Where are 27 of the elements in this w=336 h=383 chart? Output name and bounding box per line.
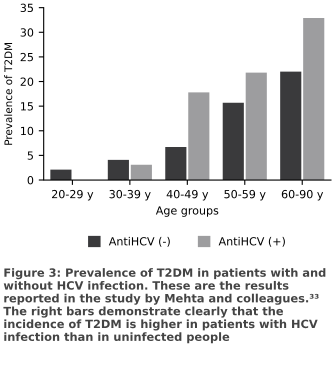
y-tick-label: 5 bbox=[28, 152, 33, 160]
bar bbox=[303, 18, 324, 180]
bar bbox=[280, 72, 302, 180]
x-tick-label: 20-29 y bbox=[52, 190, 94, 200]
x-tick-label: 60-90 y bbox=[282, 190, 324, 200]
y-tick-label: 35 bbox=[20, 4, 33, 12]
y-tick-label: 20 bbox=[20, 78, 34, 86]
caption: Figure 3: Prevalence of T2DM in patients with and without HCV infection. These are the results reported in the study by Mehta and colleagues.³³ The right bars demonstrate clearly that the incidence of T2DM is higher in patients with HCV infection than in uninfected people bbox=[3, 268, 326, 344]
x-axis-title: Age groups bbox=[156, 206, 218, 217]
bar bbox=[246, 72, 267, 180]
x-tick-label: 50-59 y bbox=[224, 190, 266, 200]
x-tick-label: 30-39 y bbox=[110, 190, 151, 200]
y-tick-label: 0 bbox=[28, 176, 34, 184]
bar bbox=[50, 170, 72, 180]
y-tick-label: 30 bbox=[20, 28, 34, 37]
y-tick-label: 25 bbox=[20, 52, 33, 62]
legend-label: AntiHCV (-) bbox=[108, 236, 170, 247]
y-tick-label: 10 bbox=[21, 126, 34, 136]
legend-label: AntiHCV (+) bbox=[218, 236, 285, 247]
bar bbox=[130, 164, 152, 180]
bar bbox=[165, 147, 186, 180]
bar bbox=[188, 92, 210, 180]
y-tick-label: 15 bbox=[21, 102, 33, 111]
y-axis-title: Prevalence of T2DM bbox=[4, 42, 12, 145]
bar bbox=[108, 160, 129, 180]
x-tick-label: 40-49 y bbox=[166, 190, 208, 200]
bar bbox=[222, 102, 244, 180]
